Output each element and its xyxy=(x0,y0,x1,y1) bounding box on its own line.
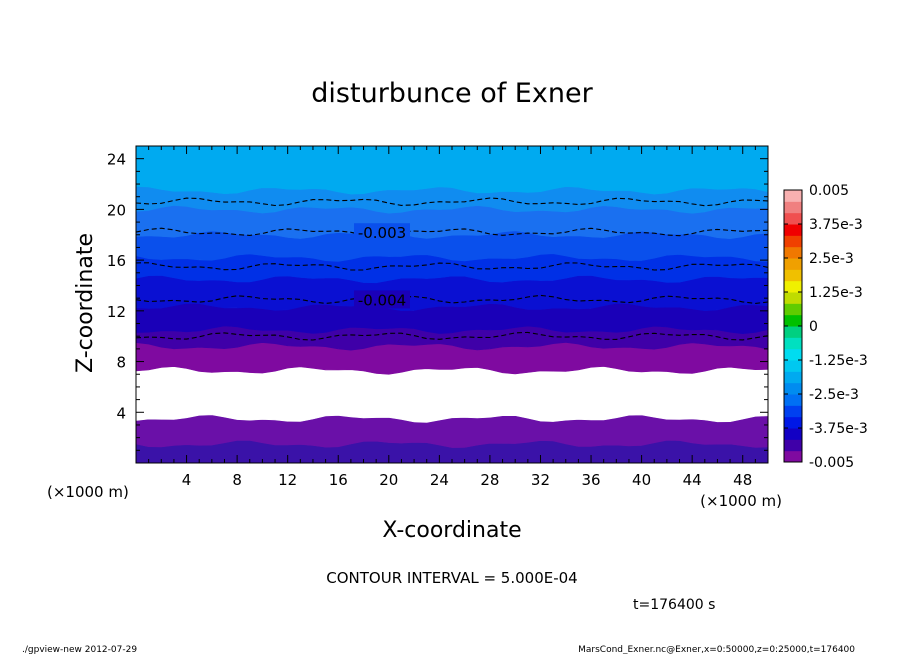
footer-right: MarsCond_Exner.nc@Exner,x=0:50000,z=0:25… xyxy=(578,645,855,654)
x-axis-ticks: 4 8 12 16 20 24 28 32 36 40 44 48 xyxy=(148,146,756,489)
colorbar-swatch xyxy=(784,439,802,452)
contour-lines: -0.003 -0.004 xyxy=(135,197,769,341)
y-axis-ticks: 4 8 12 16 20 24 xyxy=(107,151,768,451)
colorbar-swatch xyxy=(784,280,802,293)
colorbar-swatch xyxy=(784,224,802,236)
y-tick-label: 20 xyxy=(107,201,126,219)
contour-line xyxy=(135,294,769,304)
y-tick-label: 12 xyxy=(107,303,126,321)
colorbar-swatch xyxy=(784,326,802,338)
colorbar-label: 0.005 xyxy=(809,183,849,199)
contour-line xyxy=(135,262,769,271)
colorbar-swatch xyxy=(784,190,802,202)
colorbar: 0.005 3.75e-3 2.5e-3 1.25e-3 0 -1.25e-3 -2.5e-… xyxy=(783,183,868,471)
x-tick-label: 32 xyxy=(531,471,550,489)
x-tick-label: 44 xyxy=(683,471,702,489)
colorbar-swatch xyxy=(784,405,802,418)
x-tick-label: 24 xyxy=(430,471,449,489)
x-axis-unit: (×1000 m) xyxy=(700,492,782,510)
colorbar-swatch xyxy=(784,450,802,463)
colorbar-swatch xyxy=(784,246,802,259)
colorbar-swatch xyxy=(784,394,802,406)
colorbar-label: -2.5e-3 xyxy=(809,387,859,403)
y-axis-unit: (×1000 m) xyxy=(47,483,129,501)
x-tick-label: 36 xyxy=(581,471,600,489)
contour-label-bg xyxy=(354,290,410,309)
colorbar-swatch xyxy=(784,360,802,372)
x-tick-label: 8 xyxy=(232,471,242,489)
colorbar-swatch xyxy=(784,258,802,270)
y-tick-label: 24 xyxy=(107,151,126,169)
colorbar-swatch xyxy=(784,269,802,282)
y-tick-label: 8 xyxy=(116,354,126,372)
chart-title: disturbunce of Exner xyxy=(311,78,593,109)
contour-label: -0.003 xyxy=(358,224,406,242)
layer-band xyxy=(135,366,769,423)
x-axis-label: X-coordinate xyxy=(382,518,521,543)
colorbar-swatch xyxy=(784,428,802,440)
x-tick-label: 4 xyxy=(182,471,192,489)
colorbar-swatch xyxy=(784,212,802,225)
contour-interval-text: CONTOUR INTERVAL = 5.000E-04 xyxy=(326,569,577,587)
filled-contour-layers xyxy=(135,145,769,464)
colorbar-label: -1.25e-3 xyxy=(809,353,868,369)
contour-label: -0.004 xyxy=(358,291,406,309)
colorbar-swatch xyxy=(784,235,802,248)
colorbar-swatch xyxy=(784,382,802,395)
x-tick-label: 28 xyxy=(480,471,499,489)
colorbar-swatch xyxy=(784,337,802,350)
contour-line xyxy=(135,197,769,207)
y-tick-label: 4 xyxy=(116,404,126,422)
colorbar-swatch xyxy=(784,201,802,214)
colorbar-swatch xyxy=(784,416,802,429)
colorbar-swatch xyxy=(784,292,802,304)
layer-band xyxy=(135,145,769,195)
x-tick-label: 20 xyxy=(379,471,398,489)
x-tick-label: 12 xyxy=(278,471,297,489)
colorbar-label: -0.005 xyxy=(809,455,854,471)
colorbar-swatch xyxy=(784,303,802,316)
colorbar-label: -3.75e-3 xyxy=(809,421,868,437)
colorbar-label: 3.75e-3 xyxy=(809,217,863,233)
colorbar-swatch xyxy=(784,371,802,384)
colorbar-label: 2.5e-3 xyxy=(809,251,854,267)
contour-label-bg xyxy=(354,223,410,242)
contour-line xyxy=(135,331,769,341)
footer-left: ./gpview-new 2012-07-29 xyxy=(22,645,137,654)
y-axis-label: Z-coordinate xyxy=(73,233,98,373)
time-stamp: t=176400 s xyxy=(633,597,715,613)
x-tick-label: 16 xyxy=(329,471,348,489)
colorbar-label: 1.25e-3 xyxy=(809,285,863,301)
x-tick-label: 48 xyxy=(733,471,752,489)
colorbar-label: 0 xyxy=(809,319,818,335)
colorbar-swatch xyxy=(784,314,802,327)
x-tick-label: 40 xyxy=(632,471,651,489)
colorbar-swatch xyxy=(784,348,802,361)
y-tick-label: 16 xyxy=(107,252,126,270)
contour-line xyxy=(135,227,769,237)
